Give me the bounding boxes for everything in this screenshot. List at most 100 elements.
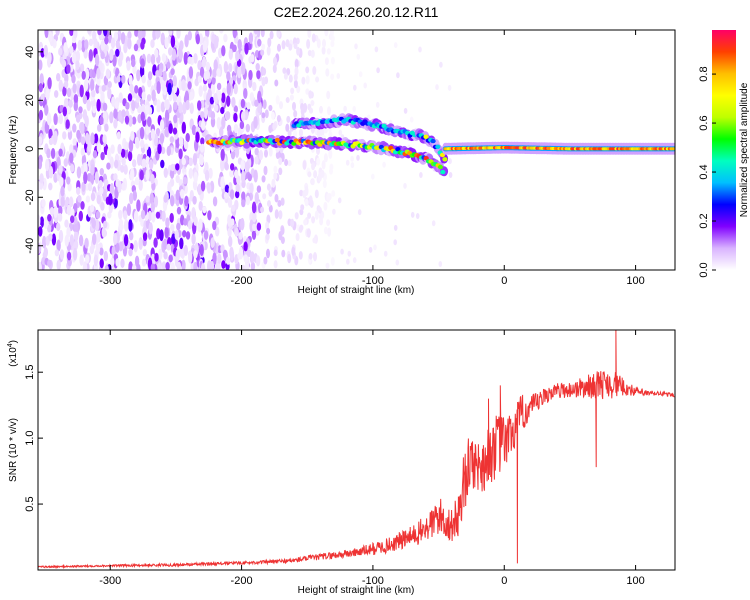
noise-cell bbox=[109, 111, 114, 124]
snr-multiplier-exp: 4 bbox=[7, 343, 14, 347]
noise-cell bbox=[274, 79, 279, 87]
noise-cell bbox=[214, 37, 219, 49]
noise-cell bbox=[135, 139, 140, 149]
noise-cell bbox=[91, 89, 96, 98]
noise-cell bbox=[116, 131, 122, 140]
noise-cell bbox=[203, 230, 209, 240]
noise-cell bbox=[63, 199, 69, 208]
noise-cell bbox=[96, 143, 102, 153]
noise-cell bbox=[149, 192, 154, 205]
noise-cell bbox=[102, 188, 107, 202]
noise-cell bbox=[42, 235, 47, 249]
noise-cell bbox=[181, 157, 186, 166]
noise-cell bbox=[230, 163, 235, 171]
noise-cell bbox=[184, 34, 189, 48]
noise-cell bbox=[184, 195, 189, 207]
noise-cell bbox=[164, 127, 169, 138]
noise-cell bbox=[336, 73, 341, 79]
noise-cell bbox=[305, 88, 310, 95]
noise-cell bbox=[338, 129, 343, 136]
noise-cell bbox=[291, 246, 296, 256]
noise-cell bbox=[96, 98, 101, 112]
noise-cell bbox=[268, 104, 273, 112]
noise-cell bbox=[175, 175, 180, 184]
noise-cell bbox=[235, 183, 240, 192]
noise-cell bbox=[134, 30, 139, 37]
noise-cell bbox=[43, 216, 49, 229]
noise-cell bbox=[131, 116, 137, 125]
noise-cell bbox=[262, 67, 267, 76]
noise-cell bbox=[198, 218, 203, 232]
noise-cell bbox=[178, 49, 183, 60]
noise-cell bbox=[121, 182, 126, 191]
noise-cell bbox=[95, 218, 100, 232]
noise-cell bbox=[126, 203, 132, 216]
noise-cell bbox=[273, 172, 278, 180]
noise-cell bbox=[53, 130, 58, 143]
noise-cell bbox=[145, 104, 150, 115]
noise-cell bbox=[220, 106, 225, 115]
noise-cell bbox=[123, 164, 128, 175]
noise-cell bbox=[82, 261, 88, 270]
noise-cell bbox=[257, 90, 262, 104]
noise-cell bbox=[319, 217, 324, 226]
noise-cell bbox=[244, 262, 250, 270]
noise-cell bbox=[202, 40, 208, 53]
noise-cell bbox=[207, 260, 212, 270]
noise-cell bbox=[69, 152, 74, 164]
noise-cell bbox=[276, 115, 281, 123]
noise-cell bbox=[300, 204, 305, 211]
noise-cell bbox=[193, 171, 198, 184]
noise-cell bbox=[211, 76, 216, 85]
noise-cell bbox=[76, 129, 81, 140]
noise-cell bbox=[254, 156, 259, 165]
ytick-label: 20 bbox=[24, 94, 36, 106]
noise-cell bbox=[53, 206, 58, 218]
noise-cell bbox=[129, 192, 134, 205]
band-cell bbox=[440, 169, 446, 175]
noise-cell bbox=[135, 95, 141, 103]
noise-cell bbox=[83, 171, 88, 185]
noise-cell bbox=[128, 248, 133, 257]
noise-cell bbox=[403, 107, 408, 114]
noise-cell bbox=[323, 127, 328, 134]
noise-cell bbox=[183, 244, 188, 256]
noise-cell bbox=[187, 30, 192, 41]
noise-cell bbox=[100, 51, 105, 60]
noise-cell bbox=[61, 59, 67, 68]
noise-cell bbox=[109, 156, 114, 169]
noise-cell bbox=[264, 149, 268, 158]
noise-cell bbox=[66, 251, 72, 261]
noise-cell bbox=[193, 53, 198, 64]
noise-cell bbox=[58, 47, 63, 56]
noise-cell bbox=[323, 153, 328, 163]
noise-cell bbox=[343, 105, 347, 112]
noise-cell bbox=[80, 136, 86, 146]
noise-cell bbox=[292, 101, 296, 111]
noise-cell bbox=[302, 160, 307, 170]
noise-cell bbox=[160, 159, 165, 169]
noise-cell bbox=[107, 31, 113, 44]
noise-cell bbox=[296, 46, 301, 56]
noise-cell bbox=[104, 36, 109, 45]
noise-cell bbox=[113, 232, 118, 245]
ytick-label: 1.0 bbox=[24, 430, 36, 445]
noise-cell bbox=[57, 213, 63, 222]
noise-cell bbox=[73, 30, 78, 39]
noise-cell bbox=[243, 241, 248, 252]
noise-cell bbox=[115, 48, 120, 57]
noise-cell bbox=[44, 30, 49, 39]
noise-cell bbox=[371, 173, 375, 180]
noise-cell bbox=[163, 238, 168, 250]
noise-cell bbox=[101, 227, 107, 238]
noise-cell bbox=[303, 219, 308, 226]
noise-cell bbox=[255, 255, 261, 267]
spectrogram-ylabel: Frequency (Hz) bbox=[8, 116, 19, 185]
noise-cell bbox=[179, 40, 184, 51]
noise-cell bbox=[221, 92, 226, 104]
noise-cell bbox=[176, 30, 181, 39]
noise-cell bbox=[156, 30, 161, 38]
noise-cell bbox=[164, 99, 169, 109]
noise-cell bbox=[38, 261, 42, 270]
noise-cell bbox=[261, 112, 266, 119]
